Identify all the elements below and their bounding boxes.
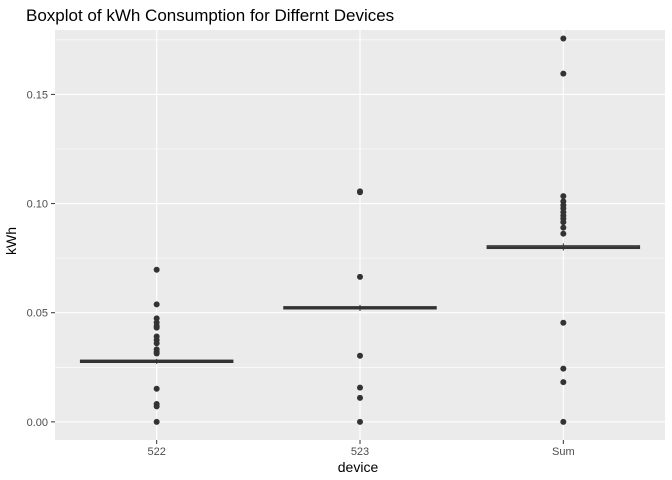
boxplot-series xyxy=(79,35,641,425)
outlier-point xyxy=(153,340,160,347)
outlier-point xyxy=(357,352,363,359)
outlier-point xyxy=(153,324,160,331)
outlier-point xyxy=(153,385,160,392)
outlier-point xyxy=(560,35,567,42)
x-tick-label: 523 xyxy=(351,446,369,458)
y-tick-label: 0.05 xyxy=(27,308,48,320)
x-axis-title: device xyxy=(338,459,379,475)
box-group-522 xyxy=(79,266,234,425)
y-tick-label: 0.00 xyxy=(27,417,48,429)
outlier-point xyxy=(357,418,363,425)
outlier-point xyxy=(357,189,363,196)
outlier-point xyxy=(560,319,567,326)
outlier-point xyxy=(357,384,363,391)
box-group-523 xyxy=(283,188,437,425)
x-axis: 522 523 Sum xyxy=(147,440,575,458)
box-group-Sum xyxy=(486,35,641,425)
outlier-point xyxy=(153,301,160,308)
x-tick-label: 522 xyxy=(147,446,165,458)
outlier-point xyxy=(560,230,567,237)
outlier-point xyxy=(153,266,160,273)
outlier-point xyxy=(153,315,160,322)
outlier-point xyxy=(560,193,567,200)
y-axis-title: kWh xyxy=(3,227,19,255)
y-tick-label: 0.10 xyxy=(27,199,48,211)
x-tick-label: Sum xyxy=(552,446,575,458)
outlier-point xyxy=(560,219,567,226)
y-tick-label: 0.15 xyxy=(27,89,48,101)
chart-title: Boxplot of kWh Consumption for Differnt … xyxy=(26,6,394,25)
outlier-point xyxy=(560,365,567,372)
outlier-point xyxy=(560,70,567,77)
outlier-point xyxy=(153,350,160,357)
outlier-point xyxy=(153,403,160,410)
outlier-point xyxy=(560,224,567,231)
outlier-point xyxy=(560,379,567,386)
y-axis: 0.00 0.05 0.10 0.15 xyxy=(27,89,55,429)
outlier-point xyxy=(357,273,363,280)
outlier-point xyxy=(560,418,567,425)
outlier-point xyxy=(357,394,363,401)
outlier-point xyxy=(153,418,160,425)
